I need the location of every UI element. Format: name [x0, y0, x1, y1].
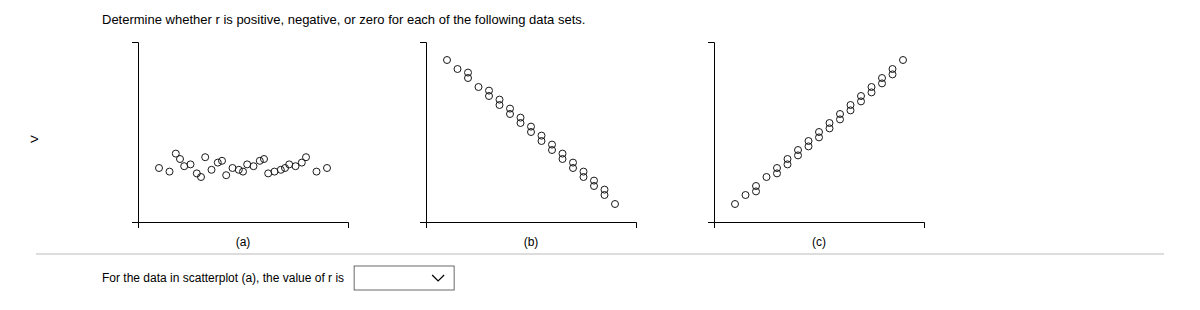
point	[202, 154, 209, 161]
divider	[36, 254, 1164, 255]
point	[193, 170, 200, 177]
point	[732, 201, 739, 208]
dropdown-arrow[interactable]	[432, 275, 444, 281]
point	[454, 66, 461, 73]
point	[805, 143, 812, 150]
point	[507, 105, 514, 112]
point	[900, 57, 907, 64]
x-axis-label: (b)	[524, 235, 539, 249]
point	[486, 87, 493, 94]
x-axis	[715, 223, 925, 229]
point	[223, 172, 230, 179]
point	[475, 84, 482, 91]
point	[837, 116, 844, 123]
point	[214, 159, 221, 166]
y-axis-line	[708, 43, 715, 223]
point	[847, 107, 854, 114]
point	[889, 71, 896, 78]
x-axis	[427, 223, 637, 229]
point	[753, 188, 760, 195]
point	[198, 174, 205, 181]
point	[282, 165, 289, 172]
point	[324, 165, 331, 172]
y-axis-line	[132, 43, 139, 223]
dropdown-box[interactable]	[354, 266, 454, 290]
point	[313, 168, 320, 175]
point	[517, 114, 524, 121]
point	[298, 159, 305, 166]
scatter-chart: (c)	[708, 43, 925, 250]
point	[277, 166, 284, 173]
point	[166, 168, 173, 175]
point	[795, 152, 802, 159]
point	[580, 168, 587, 175]
x-axis	[139, 223, 349, 229]
point	[858, 98, 865, 105]
point	[256, 157, 263, 164]
point	[549, 141, 556, 148]
point	[219, 157, 226, 164]
x-axis-label: (a)	[236, 235, 251, 249]
point	[172, 150, 179, 157]
point	[235, 166, 242, 173]
point	[774, 170, 781, 177]
point	[261, 156, 268, 163]
points	[732, 57, 907, 208]
point	[601, 186, 608, 193]
point	[444, 57, 451, 64]
dropdown[interactable]	[354, 266, 454, 290]
point	[208, 166, 215, 173]
x-axis-line	[139, 223, 349, 229]
y-axis-line	[420, 43, 427, 223]
arrow-annotation: >	[30, 130, 39, 147]
scatter-chart: (a)	[132, 43, 349, 250]
x-axis-label: (c)	[812, 235, 826, 249]
point	[538, 132, 545, 139]
x-axis-line	[715, 223, 925, 229]
point	[868, 89, 875, 96]
point	[742, 192, 749, 199]
question-text: For the data in scatterplot (a), the val…	[102, 271, 344, 285]
point	[784, 161, 791, 168]
figure: Determine whether r is positive, negativ…	[0, 0, 1200, 310]
point	[240, 168, 247, 175]
title: Determine whether r is positive, negativ…	[102, 12, 585, 27]
point	[465, 69, 472, 76]
point	[265, 170, 272, 177]
point	[570, 159, 577, 166]
point	[816, 134, 823, 141]
point	[286, 161, 293, 168]
x-axis-line	[427, 223, 637, 229]
y-axis	[708, 43, 715, 223]
point	[496, 96, 503, 103]
point	[528, 123, 535, 130]
point	[559, 150, 566, 157]
point	[244, 161, 251, 168]
point	[612, 201, 619, 208]
point	[826, 125, 833, 132]
points	[156, 150, 331, 180]
point	[181, 163, 188, 170]
point	[156, 165, 163, 172]
point	[591, 177, 598, 184]
point	[879, 80, 886, 87]
scatter-chart: (b)	[420, 43, 637, 250]
y-axis	[132, 43, 139, 223]
y-axis	[420, 43, 427, 223]
point	[763, 174, 770, 181]
points	[444, 57, 619, 208]
